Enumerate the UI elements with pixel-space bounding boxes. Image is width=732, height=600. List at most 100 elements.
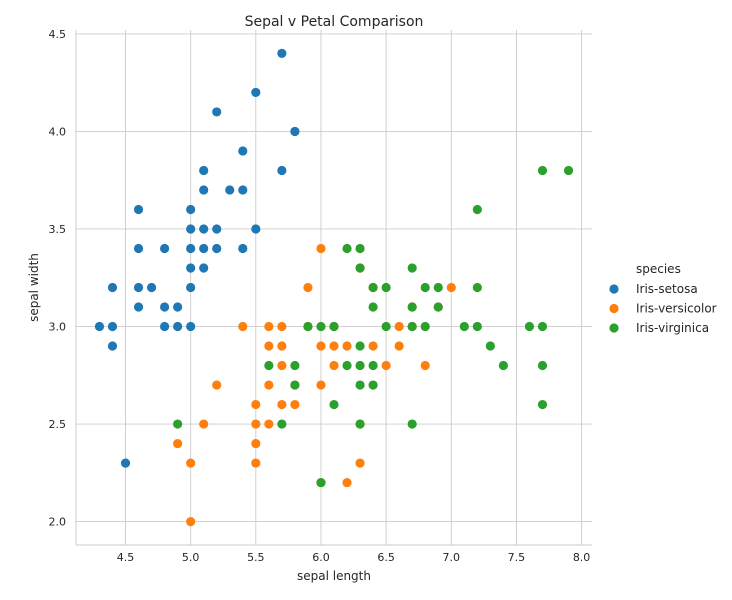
data-point (368, 380, 378, 390)
data-point (407, 419, 417, 429)
data-point (537, 165, 548, 176)
x-tick-label: 6.0 (312, 551, 330, 564)
data-point (264, 380, 274, 390)
data-point (433, 302, 443, 312)
data-point (290, 399, 300, 410)
data-point (472, 282, 482, 293)
data-point (433, 282, 443, 293)
series-iris-virginica (173, 165, 574, 488)
data-point (264, 360, 274, 371)
data-point (420, 360, 430, 371)
y-axis-ticks: 2.0 2.5 3.0 3.5 4.0 4.5 (49, 28, 67, 529)
x-tick-label: 4.5 (117, 551, 135, 564)
data-point (290, 126, 300, 137)
data-point (329, 399, 339, 410)
data-point (316, 243, 326, 254)
x-axis-label: sepal length (297, 569, 371, 583)
data-point (277, 399, 287, 410)
data-point (303, 282, 313, 293)
legend: species Iris-setosa Iris-versicolor Iris-v… (609, 262, 717, 335)
data-points (94, 48, 574, 527)
legend-marker (609, 323, 619, 333)
y-tick-label: 3.5 (49, 223, 67, 236)
data-point (199, 165, 209, 176)
data-point (277, 419, 287, 429)
x-axis-ticks: 4.5 5.0 5.5 6.0 6.5 7.0 7.5 8.0 (117, 551, 591, 564)
y-tick-label: 4.5 (49, 28, 67, 41)
data-point (238, 146, 248, 156)
legend-entries: Iris-setosa Iris-versicolor Iris-virginica (609, 282, 717, 335)
data-point (186, 282, 196, 293)
data-point (329, 360, 339, 371)
data-point (238, 185, 248, 195)
x-tick-label: 5.0 (182, 551, 200, 564)
data-point (407, 321, 417, 332)
data-point (342, 360, 352, 371)
data-point (420, 321, 430, 332)
data-point (173, 302, 183, 312)
data-point (251, 224, 261, 234)
data-point (251, 458, 261, 468)
data-point (277, 321, 287, 332)
data-point (407, 302, 417, 312)
data-point (368, 282, 378, 293)
x-tick-label: 8.0 (573, 551, 591, 564)
data-point (251, 399, 261, 410)
data-point (355, 360, 365, 371)
data-point (212, 107, 222, 117)
data-point (160, 243, 170, 254)
data-point (107, 341, 118, 351)
legend-label: Iris-versicolor (636, 302, 717, 316)
data-point (290, 360, 300, 371)
data-point (485, 341, 495, 351)
legend-label: Iris-setosa (636, 282, 698, 296)
data-point (355, 419, 365, 429)
data-point (212, 224, 222, 234)
data-point (146, 282, 157, 293)
data-point (537, 399, 548, 410)
data-point (264, 419, 274, 429)
data-point (225, 185, 235, 195)
data-point (329, 341, 339, 351)
data-point (472, 204, 482, 215)
data-point (355, 263, 365, 273)
data-point (459, 321, 469, 332)
y-axis-label: sepal width (27, 253, 41, 322)
data-point (316, 380, 326, 390)
data-point (368, 341, 378, 351)
legend-entry: Iris-setosa (609, 282, 698, 296)
data-point (277, 341, 287, 351)
data-point (186, 243, 196, 254)
data-point (420, 282, 430, 293)
data-point (186, 263, 196, 273)
data-point (107, 321, 118, 332)
data-point (199, 419, 209, 429)
chart-title: Sepal v Petal Comparison (245, 14, 424, 30)
data-point (238, 243, 248, 254)
data-point (277, 165, 287, 176)
data-point (498, 360, 508, 371)
data-point (355, 380, 365, 390)
y-tick-label: 3.0 (49, 321, 67, 334)
data-point (251, 87, 261, 98)
legend-entry: Iris-versicolor (609, 302, 717, 316)
legend-entry: Iris-virginica (609, 321, 709, 335)
data-point (107, 282, 118, 293)
data-point (316, 477, 326, 488)
data-point (133, 204, 144, 215)
data-point (472, 321, 482, 332)
series-iris-setosa (94, 48, 300, 468)
y-tick-label: 2.5 (49, 418, 67, 431)
series-iris-versicolor (173, 243, 456, 527)
data-point (186, 224, 196, 234)
data-point (186, 321, 196, 332)
data-point (251, 438, 261, 449)
data-point (251, 419, 261, 429)
axis-spines (75, 30, 592, 546)
data-point (199, 224, 209, 234)
data-point (277, 360, 287, 371)
data-point (407, 263, 417, 273)
data-point (199, 263, 209, 273)
data-point (186, 204, 196, 215)
